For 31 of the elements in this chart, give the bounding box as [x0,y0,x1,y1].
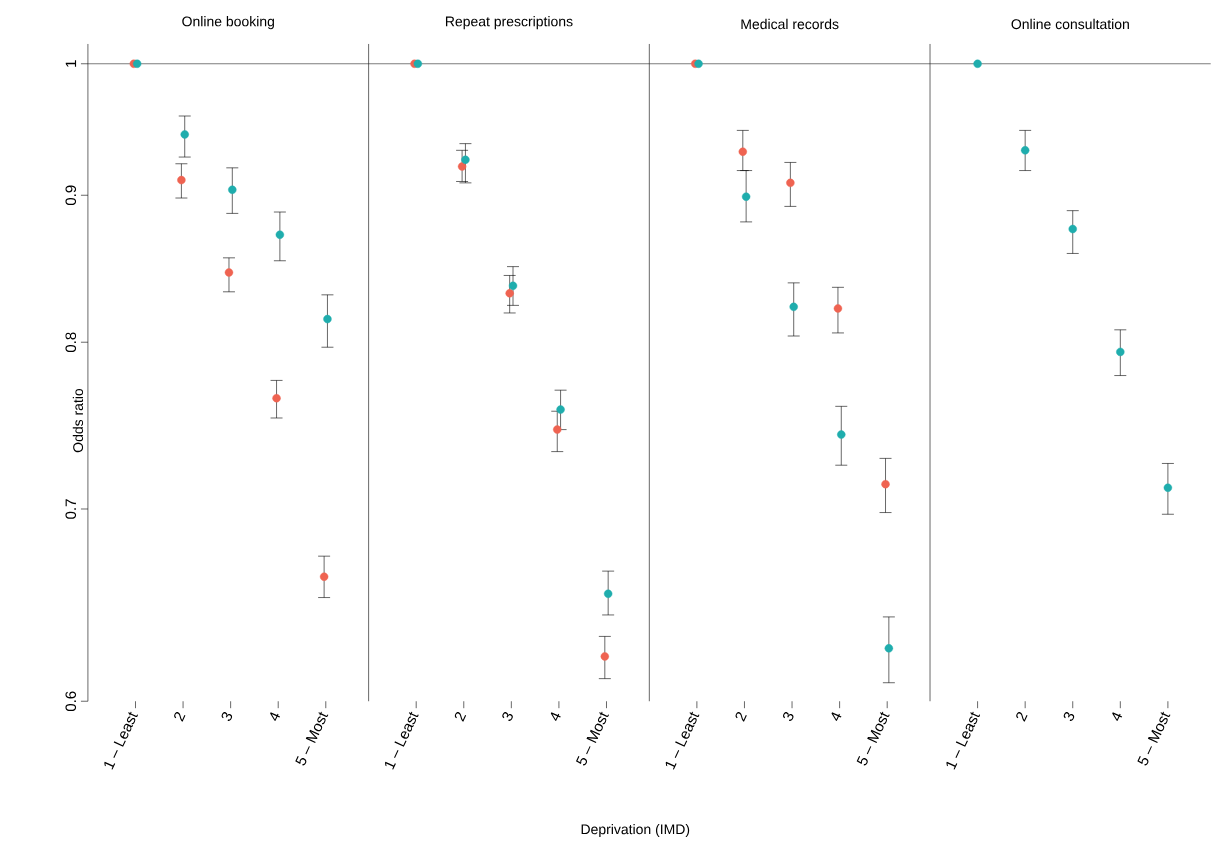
x-tick-label: 1 – Least [104,711,138,770]
y-tick-label: 1 [65,60,77,67]
x-tick-label: 5 – Most [575,711,609,766]
x-tick-label: 1 – Least [665,711,700,770]
x-tick-label: 1 – Least [946,711,981,770]
chart-title: Repeat prescriptions [445,16,573,30]
y-axis-title: Odds ratio [72,388,84,453]
chart-title: Medical records [741,18,839,30]
x-axis-title: Deprivation (IMD) [581,823,690,837]
x-tick-label: 3 [502,712,513,721]
y-tick-label: 0.6 [65,691,77,712]
y-tick-label: 0.7 [65,499,77,519]
x-tick-label: 3 [782,712,794,721]
x-tick-label: 2 [1016,712,1028,722]
x-tick-label: 4 [1112,712,1123,722]
x-tick-label: 1 – Least [384,711,419,770]
chart-title: Online booking [182,16,274,30]
x-tick-label: 5 – Most [1137,711,1171,766]
x-tick-label: 2 [174,712,186,722]
y-tick-label: 0.9 [65,185,77,206]
x-tick-label: 5 – Most [295,711,329,766]
y-tick-label: 0.8 [65,332,77,353]
x-tick-label: 3 [1063,712,1075,721]
x-tick-label: 4 [270,712,281,722]
x-tick-label: 5 – Most [856,711,890,766]
chart-title: Online consultation [1011,18,1129,30]
x-tick-label: 4 [831,712,842,722]
x-tick-label: 2 [454,712,467,722]
x-tick-label: 3 [221,712,233,721]
x-tick-label: 4 [550,712,561,722]
x-tick-label: 2 [735,712,747,722]
